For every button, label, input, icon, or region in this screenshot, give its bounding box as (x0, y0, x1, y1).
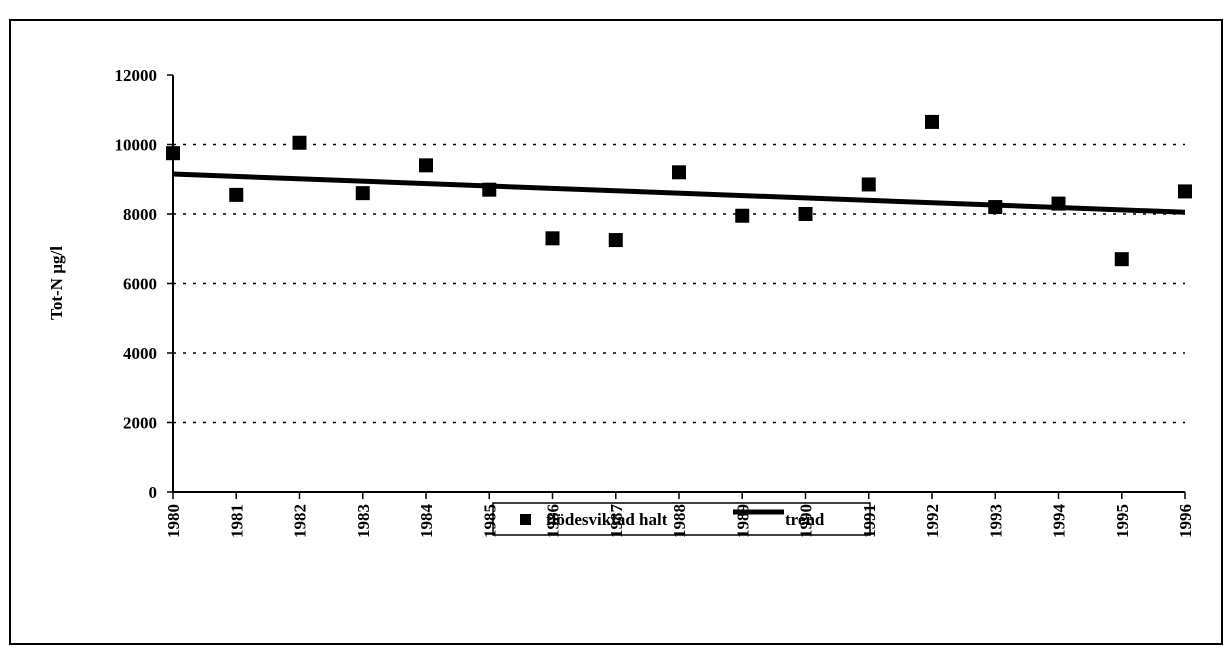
trend-line (172, 171, 1186, 215)
x-tick-label: 1991 (860, 504, 879, 538)
scatter-point (166, 146, 180, 161)
scatter-point (545, 231, 560, 246)
x-tick-label: 1988 (670, 504, 689, 538)
chart-border (9, 19, 1223, 645)
x-tick-label: 1984 (417, 504, 436, 539)
x-tick-label: 1994 (1050, 504, 1069, 539)
scatter-point (735, 208, 750, 223)
x-tick-label: 1989 (733, 504, 752, 538)
y-tick-label: 0 (149, 483, 158, 502)
y-tick-label: 6000 (123, 275, 157, 294)
scatter-point (861, 177, 876, 192)
x-tick-label: 1992 (923, 504, 942, 538)
scatter-point (925, 114, 939, 129)
x-tick-label: 1980 (164, 504, 183, 538)
y-tick-label: 4000 (123, 344, 157, 363)
scatter-point (608, 233, 623, 248)
scatter-point (672, 165, 686, 180)
scatter-point (229, 187, 244, 202)
x-tick-label: 1996 (1176, 504, 1195, 538)
y-axis-label: Tot-N µg/l (47, 246, 66, 320)
scatter-point (1114, 252, 1129, 267)
y-tick-label: 2000 (123, 414, 157, 433)
y-tick-label: 10000 (115, 136, 158, 155)
x-tick-label: 1990 (797, 504, 816, 538)
x-tick-label: 1985 (480, 504, 499, 538)
y-tick-label: 12000 (115, 66, 158, 85)
scatter-point (1178, 184, 1192, 199)
x-tick-label: 1983 (354, 504, 373, 538)
x-tick-label: 1995 (1113, 504, 1132, 538)
scatter-point (419, 158, 433, 173)
legend-label: flödesviktad halt (546, 510, 668, 529)
y-tick-label: 8000 (123, 205, 157, 224)
scatter-point (355, 186, 370, 201)
x-tick-label: 1986 (544, 504, 563, 538)
x-tick-label: 1987 (607, 504, 626, 539)
x-tick-label: 1982 (291, 504, 310, 538)
scatter-point (798, 207, 813, 221)
x-tick-label: 1981 (227, 504, 246, 538)
legend-marker (520, 514, 531, 525)
scatter-point (292, 135, 307, 150)
x-tick-label: 1993 (986, 504, 1005, 538)
legend-label: trend (785, 510, 825, 529)
legend-box (492, 502, 871, 536)
